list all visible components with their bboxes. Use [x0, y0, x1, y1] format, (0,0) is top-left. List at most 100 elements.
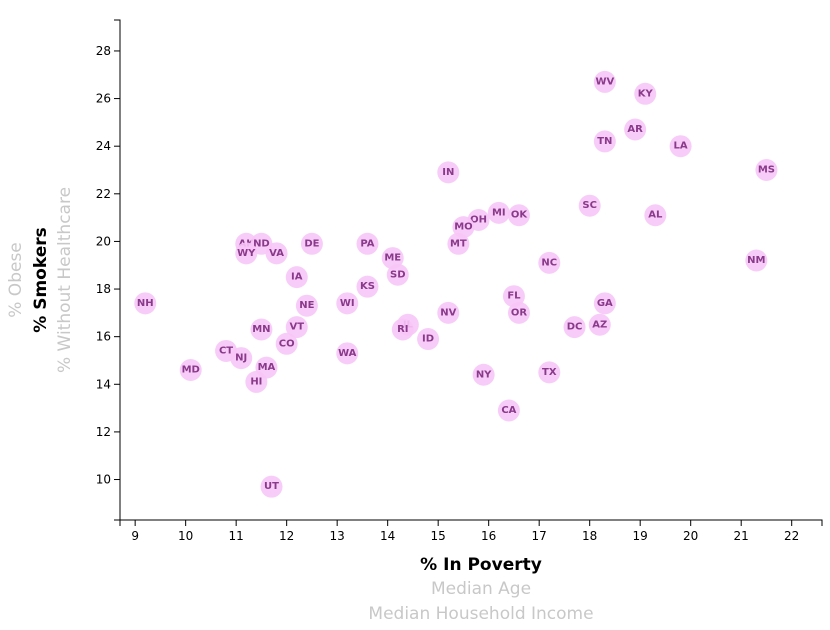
- x-axis: 9 10 11 12 13 14 15 16 17 18 19 20 21 22: [119, 519, 823, 543]
- x-tick-label: 16: [481, 529, 496, 543]
- state-label-sc: SC: [582, 200, 597, 211]
- state-marker-wa[interactable]: [336, 342, 359, 365]
- state-marker-mi[interactable]: [487, 201, 510, 224]
- state-marker-la[interactable]: [669, 135, 692, 158]
- x-tick-label: 12: [279, 529, 294, 543]
- state-marker-ne[interactable]: [295, 294, 318, 317]
- state-marker-fl[interactable]: [502, 285, 525, 308]
- state-marker-de[interactable]: [300, 232, 323, 255]
- state-label-ms: MS: [758, 165, 775, 176]
- state-marker-pa[interactable]: [356, 232, 379, 255]
- state-marker-wy[interactable]: [235, 242, 258, 265]
- state-marker-dc[interactable]: [563, 316, 586, 339]
- state-marker-mt[interactable]: [447, 232, 470, 255]
- state-marker-mo[interactable]: [452, 216, 475, 239]
- state-marker-ar[interactable]: [624, 118, 647, 141]
- y-tick-label: 14: [96, 377, 111, 391]
- data-points: WVKYARTNLAMSINSCALMIOKOHMOMTAKNDWYVADEPA…: [134, 70, 778, 498]
- state-marker-az[interactable]: [588, 313, 611, 336]
- state-label-fl: FL: [507, 291, 521, 302]
- y-tick-label: 12: [96, 425, 111, 439]
- state-marker-in[interactable]: [437, 161, 460, 184]
- x-tick-label: 22: [784, 529, 799, 543]
- state-label-de: DE: [304, 238, 319, 249]
- state-label-sd: SD: [390, 269, 406, 280]
- x-tick-label: 15: [431, 529, 446, 543]
- y-tick-label: 24: [96, 139, 111, 153]
- state-marker-ri[interactable]: [391, 318, 414, 341]
- state-label-va: VA: [269, 248, 284, 259]
- state-label-tn: TN: [597, 136, 612, 147]
- x-axis-title-option[interactable]: Median Age: [431, 579, 531, 599]
- state-marker-nc[interactable]: [538, 251, 561, 274]
- state-label-az: AZ: [592, 319, 607, 330]
- y-axis-title-smokers[interactable]: % Smokers: [31, 227, 51, 332]
- state-marker-wi[interactable]: [336, 292, 359, 315]
- state-marker-nh[interactable]: [134, 292, 157, 315]
- y-tick-label: 22: [96, 187, 111, 201]
- state-label-ks: KS: [360, 281, 375, 292]
- x-tick-label: 14: [380, 529, 395, 543]
- state-marker-ut[interactable]: [260, 475, 283, 498]
- state-marker-wv[interactable]: [593, 70, 616, 93]
- state-marker-ok[interactable]: [507, 204, 530, 227]
- state-marker-ny[interactable]: [472, 363, 495, 386]
- state-label-me: ME: [384, 253, 401, 264]
- y-tick-label: 18: [96, 282, 111, 296]
- state-marker-ks[interactable]: [356, 275, 379, 298]
- state-label-al: AL: [648, 210, 663, 221]
- state-label-in: IN: [442, 167, 454, 178]
- state-marker-ia[interactable]: [285, 266, 308, 289]
- y-axis-titles: % Obese% Smokers% Without Healthcare: [6, 187, 75, 373]
- state-marker-or[interactable]: [507, 301, 530, 324]
- state-marker-md[interactable]: [179, 359, 202, 381]
- state-label-wi: WI: [340, 298, 355, 309]
- state-label-mn: MN: [252, 324, 270, 335]
- state-marker-tn[interactable]: [593, 130, 616, 153]
- state-label-nd: ND: [253, 238, 270, 249]
- state-marker-al[interactable]: [644, 204, 667, 227]
- state-label-wa: WA: [338, 348, 357, 359]
- state-label-co: CO: [279, 338, 295, 349]
- state-marker-hi[interactable]: [245, 370, 268, 393]
- state-marker-co[interactable]: [275, 332, 298, 355]
- state-marker-sd[interactable]: [386, 263, 409, 286]
- state-marker-tx[interactable]: [538, 361, 561, 384]
- state-marker-nj[interactable]: [230, 347, 253, 370]
- state-label-ri: RI: [397, 324, 408, 335]
- y-axis-title-option[interactable]: % Without Healthcare: [55, 187, 75, 373]
- state-label-dc: DC: [567, 322, 583, 333]
- state-label-mt: MT: [450, 238, 467, 249]
- state-label-mo: MO: [454, 222, 472, 233]
- x-tick-label: 13: [330, 529, 345, 543]
- state-marker-va[interactable]: [265, 242, 288, 265]
- state-marker-nm[interactable]: [745, 249, 768, 272]
- y-axis-line: [114, 19, 121, 521]
- state-label-la: LA: [674, 141, 688, 152]
- state-label-nv: NV: [440, 307, 456, 318]
- y-axis: 10 12 14 16 18 20 22 24 26 28: [96, 19, 121, 521]
- state-marker-ga[interactable]: [593, 292, 616, 315]
- y-axis-title-option[interactable]: % Obese: [6, 242, 26, 318]
- x-axis-title-option[interactable]: Median Household Income: [368, 604, 593, 624]
- state-marker-id[interactable]: [417, 328, 440, 351]
- state-marker-mn[interactable]: [250, 318, 273, 341]
- state-marker-vt[interactable]: [285, 316, 308, 339]
- state-marker-sc[interactable]: [578, 194, 601, 217]
- state-label-oh: OH: [470, 215, 487, 226]
- state-marker-nv[interactable]: [437, 301, 460, 324]
- state-label-ga: GA: [597, 298, 613, 309]
- x-tick-label: 9: [131, 529, 139, 543]
- x-axis-title-poverty[interactable]: % In Poverty: [420, 555, 542, 575]
- state-label-pa: PA: [360, 238, 374, 249]
- state-label-wv: WV: [595, 76, 614, 87]
- x-tick-label: 21: [734, 529, 749, 543]
- state-marker-ms[interactable]: [755, 159, 778, 181]
- state-label-ne: NE: [299, 300, 314, 311]
- y-tick-label: 10: [96, 473, 111, 487]
- state-marker-me[interactable]: [381, 247, 404, 270]
- state-marker-ky[interactable]: [634, 82, 657, 105]
- state-marker-ca[interactable]: [497, 399, 520, 422]
- state-label-ct: CT: [219, 345, 233, 356]
- state-label-or: OR: [511, 307, 528, 318]
